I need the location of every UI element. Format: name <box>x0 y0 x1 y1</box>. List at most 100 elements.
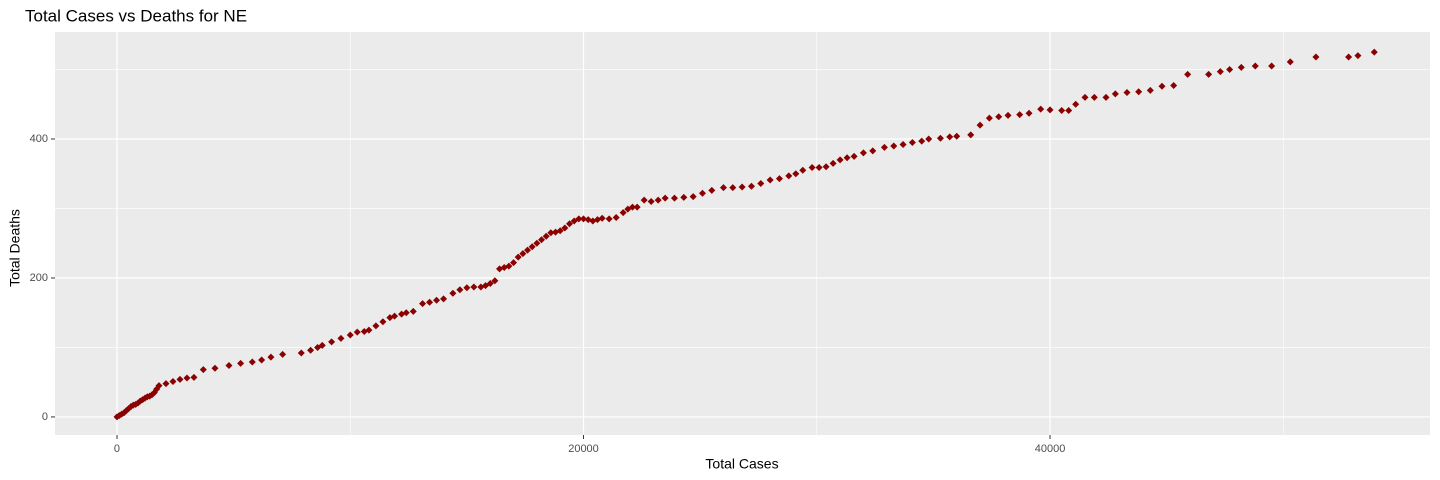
point <box>505 262 513 270</box>
point <box>869 147 877 155</box>
point <box>698 189 706 197</box>
point <box>225 362 233 370</box>
point <box>328 338 336 346</box>
point <box>850 152 858 160</box>
point <box>976 121 984 129</box>
point <box>1081 93 1089 101</box>
point <box>379 318 387 326</box>
point <box>190 373 198 381</box>
point <box>995 113 1003 121</box>
point <box>538 236 546 244</box>
point <box>1025 109 1033 117</box>
point <box>337 334 345 342</box>
point <box>580 215 588 223</box>
point <box>211 364 219 372</box>
point <box>1312 53 1320 61</box>
point <box>598 214 606 222</box>
point <box>176 375 184 383</box>
point <box>628 203 636 211</box>
point <box>1184 70 1192 78</box>
point <box>346 331 354 339</box>
point <box>633 203 641 211</box>
point <box>757 179 765 187</box>
point <box>556 227 564 235</box>
point <box>547 229 555 237</box>
point <box>542 232 550 240</box>
point <box>1046 106 1054 114</box>
point <box>575 215 583 223</box>
point <box>822 163 830 171</box>
point <box>1354 52 1362 60</box>
point <box>647 198 655 206</box>
point <box>738 183 746 191</box>
point <box>1286 58 1294 66</box>
point <box>372 322 380 330</box>
point <box>799 166 807 174</box>
point <box>689 193 697 201</box>
point <box>612 214 620 222</box>
point <box>1072 100 1080 108</box>
point <box>524 246 532 254</box>
x-axis-title: Total Cases <box>705 456 778 472</box>
point <box>1205 70 1213 78</box>
point <box>199 366 207 374</box>
point <box>449 289 457 297</box>
point <box>605 215 613 223</box>
point <box>1146 86 1154 94</box>
point <box>470 283 478 291</box>
point <box>433 296 441 304</box>
point <box>1370 48 1378 56</box>
point <box>409 307 417 315</box>
point <box>815 163 823 171</box>
point <box>391 312 399 320</box>
point <box>747 182 755 190</box>
point <box>169 377 177 385</box>
point <box>1135 88 1143 96</box>
point <box>719 184 727 192</box>
point <box>918 137 926 145</box>
point <box>510 259 518 267</box>
point <box>836 156 844 164</box>
point <box>528 243 536 251</box>
point <box>1345 53 1353 61</box>
point <box>953 132 961 140</box>
point <box>785 172 793 180</box>
point <box>155 382 163 390</box>
point <box>936 134 944 142</box>
panel <box>55 32 1430 435</box>
point <box>533 239 541 247</box>
y-tick-label: 0 <box>42 411 48 423</box>
point <box>619 209 627 217</box>
point <box>1065 107 1073 115</box>
point <box>1226 66 1234 74</box>
point <box>640 196 648 204</box>
point <box>708 186 716 194</box>
point <box>661 194 669 202</box>
point <box>491 277 499 285</box>
point <box>519 250 527 258</box>
point <box>307 346 315 354</box>
point <box>1090 93 1098 101</box>
point <box>419 300 427 308</box>
point <box>1102 93 1110 101</box>
point <box>440 295 448 303</box>
point <box>162 380 170 388</box>
point <box>880 143 888 151</box>
x-tick-label: 40000 <box>1035 443 1066 455</box>
point <box>843 154 851 162</box>
point <box>1111 90 1119 98</box>
point <box>967 131 975 139</box>
point <box>297 349 305 357</box>
point <box>670 194 678 202</box>
point <box>426 298 434 306</box>
point <box>279 350 287 358</box>
point <box>946 133 954 141</box>
x-tick-label: 20000 <box>568 443 599 455</box>
point <box>680 193 688 201</box>
x-tick-label: 0 <box>114 443 120 455</box>
chart-title: Total Cases vs Deaths for NE <box>25 6 247 25</box>
point <box>792 170 800 178</box>
point <box>1251 62 1259 70</box>
point <box>1016 111 1024 119</box>
